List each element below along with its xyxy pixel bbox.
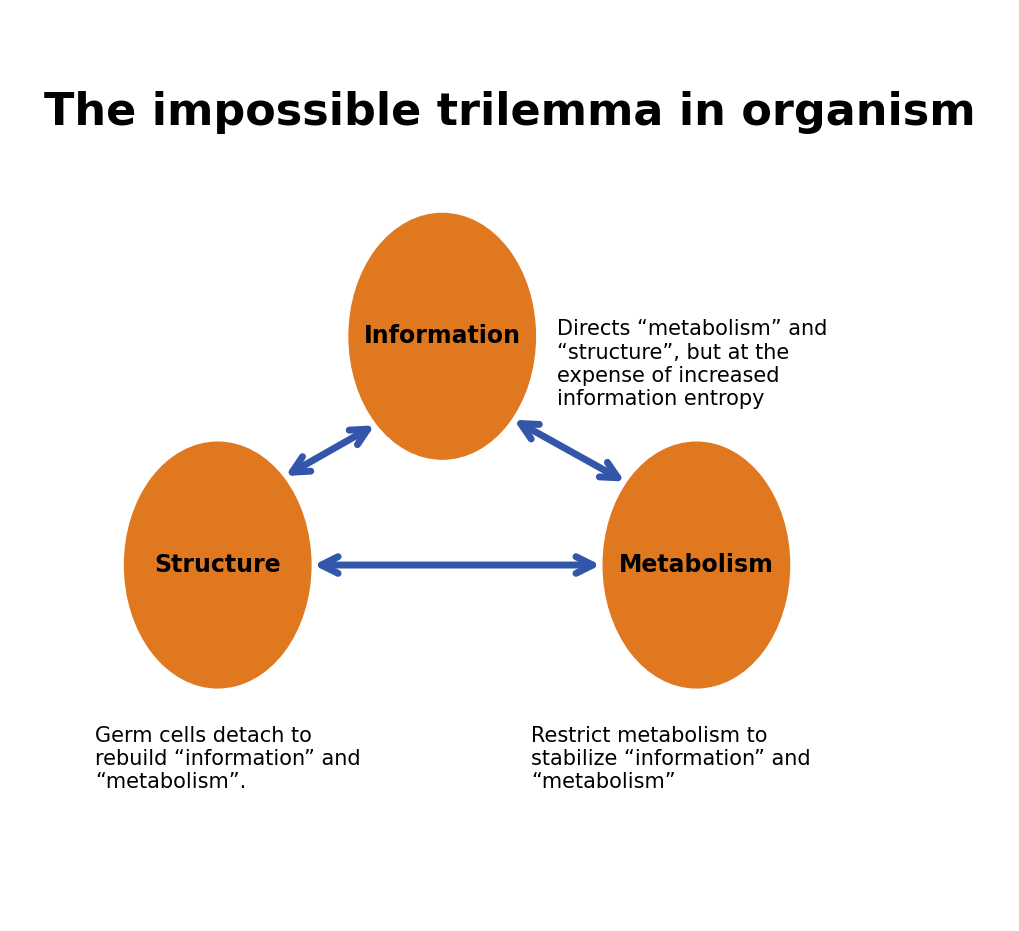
Text: Metabolism: Metabolism (619, 553, 773, 577)
Text: Information: Information (364, 324, 521, 348)
Ellipse shape (348, 213, 535, 459)
Ellipse shape (124, 442, 311, 688)
Text: Restrict metabolism to
stabilize “information” and
“metabolism”: Restrict metabolism to stabilize “inform… (531, 726, 810, 792)
Text: Directs “metabolism” and
“structure”, but at the
expense of increased
informatio: Directs “metabolism” and “structure”, bu… (556, 319, 826, 409)
Text: Germ cells detach to
rebuild “information” and
“metabolism”.: Germ cells detach to rebuild “informatio… (95, 726, 360, 792)
Text: Structure: Structure (154, 553, 281, 577)
Text: The impossible trilemma in organism: The impossible trilemma in organism (44, 90, 975, 133)
Ellipse shape (602, 442, 789, 688)
